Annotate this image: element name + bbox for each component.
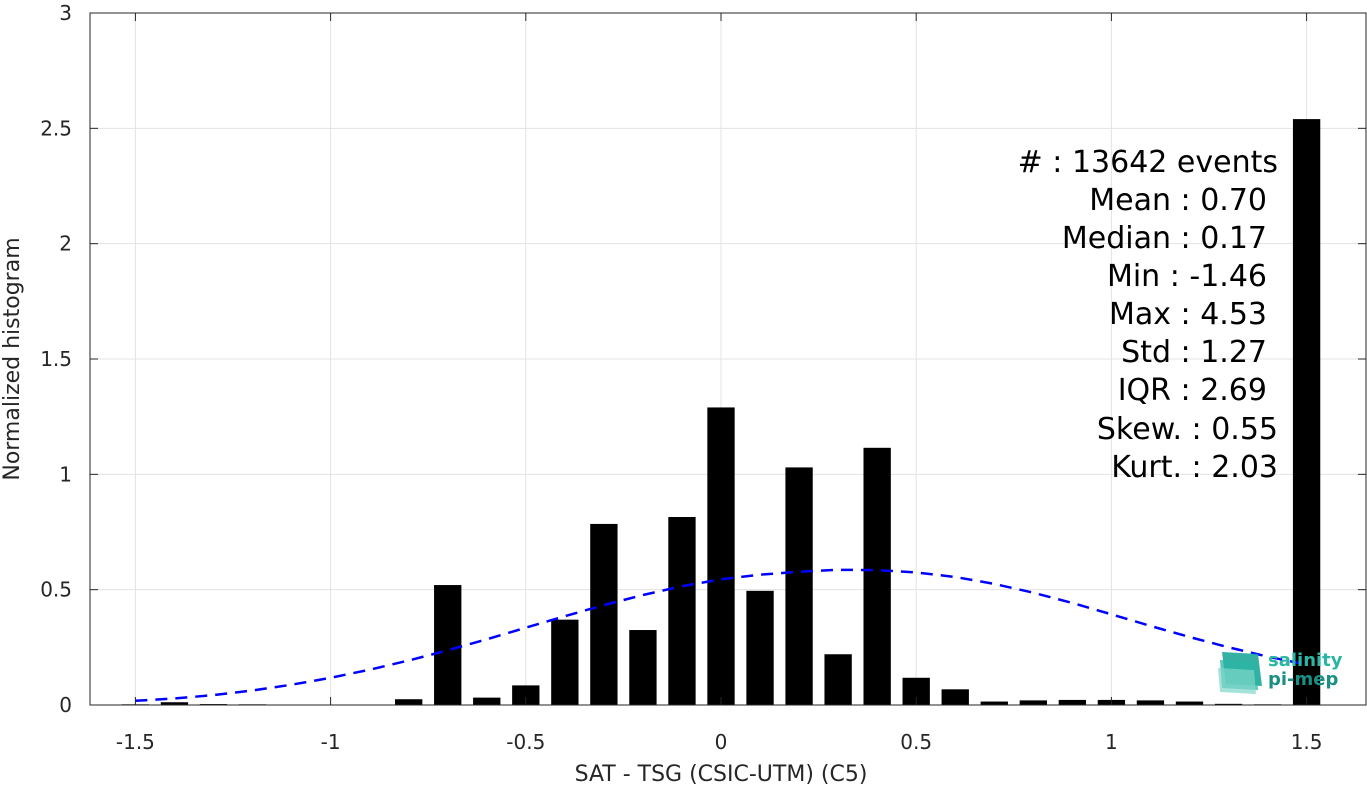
axes xyxy=(89,12,1367,706)
x-tick-labels: -1.5 -1 -0.5 0 0.5 1 1.5 xyxy=(116,730,1323,754)
x-tick-label: 1 xyxy=(1105,730,1118,754)
stat-std: Std : 1.27 xyxy=(1121,335,1267,370)
bars xyxy=(121,119,1321,706)
y-tick-label: 3 xyxy=(59,1,72,25)
histogram-bar xyxy=(1058,699,1087,705)
y-tick-label: 0.5 xyxy=(40,578,72,602)
histogram-bar xyxy=(707,407,735,705)
histogram-bar xyxy=(1292,119,1321,705)
histogram-bar xyxy=(668,517,696,705)
histogram-bar xyxy=(1214,703,1243,705)
histogram-bar xyxy=(1175,701,1204,705)
histogram-bar xyxy=(785,467,813,705)
histogram-bar xyxy=(863,447,891,705)
stat-mean: Mean : 0.70 xyxy=(1089,183,1267,218)
y-tick-label: 2 xyxy=(59,232,72,256)
x-tick-label: 1.5 xyxy=(1291,730,1323,754)
histogram-bar xyxy=(824,654,852,705)
histogram-bar xyxy=(551,619,579,705)
y-axis-title: Normalized histogram xyxy=(0,237,25,480)
y-tick-label: 1 xyxy=(59,462,72,486)
stat-skew: Skew. : 0.55 xyxy=(1097,412,1278,447)
stat-median: Median : 0.17 xyxy=(1062,221,1267,256)
histogram-bar xyxy=(1019,700,1047,705)
histogram-bar xyxy=(1136,700,1165,705)
histogram-bar xyxy=(746,590,774,705)
y-tick-label: 2.5 xyxy=(40,116,72,140)
salinity-pi-mep-logo: salinity pi-mep xyxy=(1218,650,1343,694)
histogram-bar xyxy=(941,689,969,705)
stat-min: Min : -1.46 xyxy=(1107,259,1267,294)
stat-events: # : 13642 events xyxy=(1018,145,1278,180)
y-tick-labels: 0 0.5 1 1.5 2 2.5 3 xyxy=(40,1,72,717)
logo-line1: salinity xyxy=(1268,650,1343,671)
histogram-bar xyxy=(590,523,618,705)
x-tick-label: -0.5 xyxy=(506,730,545,754)
x-tick-label: -1 xyxy=(321,730,341,754)
histogram-bar xyxy=(473,697,501,705)
histogram-bar xyxy=(395,699,423,705)
x-tick-label: -1.5 xyxy=(116,730,155,754)
x-tick-label: 0 xyxy=(715,730,728,754)
histogram-bar xyxy=(980,701,1008,705)
logo-line2: pi-mep xyxy=(1268,669,1338,690)
histogram-bar xyxy=(512,685,540,705)
x-tick-label: 0.5 xyxy=(900,730,932,754)
y-tick-label: 0 xyxy=(59,693,72,717)
stat-max: Max : 4.53 xyxy=(1109,297,1267,332)
histogram-bar xyxy=(434,585,462,705)
stat-iqr: IQR : 2.69 xyxy=(1118,373,1267,408)
stats-box: # : 13642 events Mean : 0.70 Median : 0.… xyxy=(1018,145,1278,485)
histogram-bar xyxy=(629,630,657,705)
y-tick-label: 1.5 xyxy=(40,347,72,371)
histogram-bar xyxy=(160,702,189,705)
stat-kurt: Kurt. : 2.03 xyxy=(1111,450,1278,485)
logo-mark-icon xyxy=(1218,652,1262,694)
x-axis-title: SAT - TSG (CSIC-UTM) (C5) xyxy=(575,762,868,785)
